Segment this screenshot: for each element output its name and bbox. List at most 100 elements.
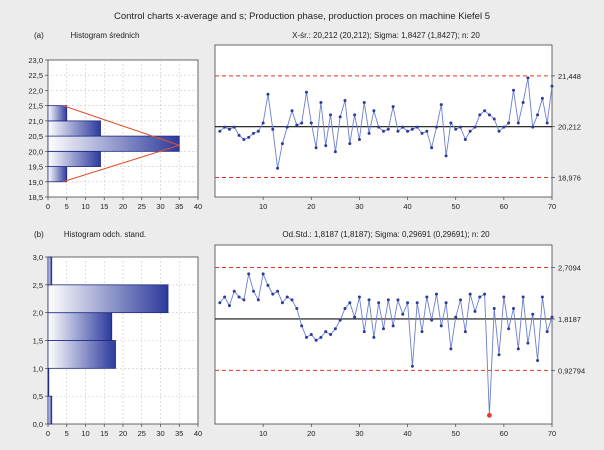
chart-a-data-point (333, 150, 337, 154)
hist-b-xtick-label: 15 (100, 429, 108, 438)
chart-a-data-point (372, 109, 376, 113)
hist-b-xtick-label: 10 (81, 429, 89, 438)
chart-a-data-point (343, 98, 347, 102)
hist-a-ytick-label: 19,0 (28, 178, 43, 187)
chart-b-data-point (304, 335, 308, 339)
chart-b-data-point (314, 338, 318, 342)
chart-a-data-point (545, 121, 549, 125)
chart-b-data-point (386, 298, 390, 302)
chart-b-data-point (410, 364, 414, 368)
chart-a-data-point (285, 125, 289, 129)
chart-a-data-point (304, 90, 308, 94)
chart-b-data-point (232, 289, 236, 293)
chart-a-data-point (483, 109, 487, 113)
chart-a-data-point (521, 101, 525, 105)
chart-b-data-point (242, 298, 246, 302)
chart-b-data-point (526, 341, 530, 345)
chart-a-xtick-label: 30 (355, 202, 363, 211)
chart-a-xtick-label: 40 (403, 202, 411, 211)
hist-a-bar (47, 150, 101, 167)
chart-a-data-point (487, 113, 491, 117)
chart-b-xtick-label: 70 (548, 429, 556, 438)
chart-b-data-point (223, 295, 227, 299)
chart-a-data-point (531, 125, 535, 129)
hist-a-xtick-label: 20 (119, 202, 127, 211)
hist-b-xtick-label: 35 (175, 429, 183, 438)
chart-b-data-point (247, 272, 251, 276)
hist-b-bar (47, 367, 50, 397)
chart-a-data-point (516, 121, 520, 125)
chart-a-xtick-label: 50 (452, 202, 460, 211)
chart-b-data-point (285, 295, 289, 299)
chart-b-plot-area (214, 244, 553, 425)
hist-a-xtick-label: 5 (65, 202, 69, 211)
chart-a-data-point (507, 121, 511, 125)
chart-a-data-point (319, 101, 323, 105)
hist-a-ytick-label: 21,0 (28, 117, 43, 126)
chart-b-data-point (362, 330, 366, 334)
chart-a-data-point (242, 137, 246, 141)
chart-a-data-point (430, 146, 434, 150)
chart-b-data-point (367, 298, 371, 302)
chart-a-data-point (232, 125, 236, 129)
chart-b-data-point (396, 298, 400, 302)
chart-a-data-point (227, 127, 231, 131)
histogram-a-panel: 0 5 10 15 20 25 30 35 40 18,5 19,0 19,5 20,0 20,5 21,0… (28, 56, 202, 211)
chart-a-data-point (463, 137, 467, 141)
hist-a-xtick-label: 0 (46, 202, 50, 211)
chart-a-plot-area (214, 44, 553, 198)
chart-b-data-point (550, 315, 554, 319)
chart-b-center-label: 1,8187 (558, 315, 581, 324)
hist-a-normal-curve (62, 105, 180, 146)
chart-b-data-point (511, 307, 515, 311)
chart-a-data-point (367, 131, 371, 135)
chart-b-data-point (266, 283, 270, 287)
hist-a-bar (47, 120, 101, 137)
chart-b-data-point (507, 327, 511, 331)
chart-b-data-point (406, 301, 410, 305)
chart-a-data-point (459, 125, 463, 129)
hist-b-xtick-label: 40 (194, 429, 202, 438)
hist-b-xtick-label: 5 (65, 429, 69, 438)
chart-b-data-point (430, 318, 434, 322)
chart-b-data-point (237, 295, 241, 299)
chart-b-data-point (497, 353, 501, 357)
chart-a-data-point (454, 127, 458, 131)
chart-b-data-point (439, 324, 443, 328)
chart-a-data-point (425, 129, 429, 133)
chart-a-data-point (382, 129, 385, 133)
hist-b-bar (47, 256, 53, 286)
chart-b-xtick-label: 30 (355, 429, 363, 438)
chart-b-series-line (219, 272, 553, 416)
chart-b-data-point (521, 295, 525, 299)
histogram-a-title: Histogram średnich (71, 31, 140, 40)
line-b-title: Od.Std.: 1,8187 (1,8187); Sigma: 0,29691… (282, 230, 490, 239)
chart-b-data-point (492, 307, 496, 311)
chart-a-data-point (266, 92, 270, 96)
hist-b-ytick-label: 2,0 (33, 309, 43, 318)
chart-a-data-point (540, 96, 544, 100)
chart-b-xtick-label: 10 (259, 429, 267, 438)
hist-a-ytick-label: 19,5 (28, 163, 43, 172)
chart-b-data-point (536, 358, 540, 362)
line-a-title: X-śr.: 20,212 (20,212); Sigma: 1,8427 (1… (292, 31, 480, 40)
hist-a-xtick-label: 40 (194, 202, 202, 211)
chart-a-data-point (415, 125, 419, 129)
chart-b-data-point (227, 304, 231, 308)
chart-a-data-point (362, 101, 366, 105)
chart-b-data-point (545, 330, 549, 334)
chart-a-data-point (247, 135, 251, 139)
chart-b-data-point (391, 324, 395, 328)
chart-a-xtick-label: 60 (500, 202, 508, 211)
hist-a-bar (47, 166, 68, 183)
chart-a-data-point (309, 121, 313, 125)
hist-a-bar (47, 135, 180, 152)
chart-a-data-point (439, 103, 443, 107)
chart-b-data-point (295, 307, 299, 311)
chart-a-data-point (223, 125, 227, 129)
chart-a-data-point (396, 129, 400, 133)
chart-b-data-point (468, 292, 472, 296)
chart-a-data-point (511, 88, 515, 92)
chart-a-data-point (550, 84, 554, 88)
chart-a-data-point (468, 129, 472, 133)
